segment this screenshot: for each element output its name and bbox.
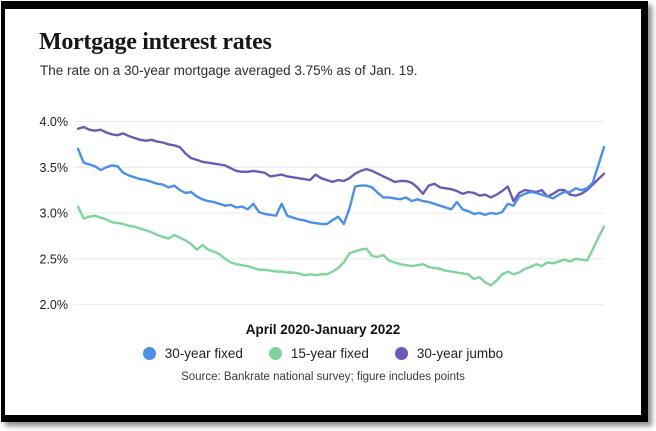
legend-item-15-year-fixed: 15-year fixed — [268, 346, 369, 361]
rates-line-chart: 4.0% 3.5% 3.0% 2.5% 2.0% — [40, 115, 606, 312]
chart-area: 4.0% 3.5% 3.0% 2.5% 2.0% — [30, 111, 616, 315]
line-30-year-jumbo — [76, 125, 606, 203]
legend-label-30-year-fixed: 30-year fixed — [164, 346, 243, 361]
legend-item-30-year-jumbo: 30-year jumbo — [394, 346, 504, 361]
chart-card: Mortgage interest rates The rate on a 30… — [1, 1, 648, 422]
y-tick-label: 3.5% — [40, 161, 69, 175]
legend-dot-30-year-jumbo-icon — [394, 347, 408, 360]
page-title: Mortgage interest rates — [39, 29, 272, 55]
line-30-year-fixed — [76, 145, 606, 226]
y-tick-label: 2.5% — [40, 252, 69, 266]
y-tick-label: 2.0% — [40, 298, 69, 312]
y-tick-label: 3.0% — [40, 207, 69, 221]
y-tick-label: 4.0% — [40, 115, 69, 129]
legend-label-30-year-jumbo: 30-year jumbo — [416, 346, 504, 361]
line-15-year-fixed — [76, 205, 606, 287]
legend-label-15-year-fixed: 15-year fixed — [290, 346, 369, 361]
source-note: Source: Bankrate national survey; figure… — [181, 371, 465, 383]
x-axis-label: April 2020-January 2022 — [245, 322, 401, 337]
chart-legend: 30-year fixed 15-year fixed 30-year jumb… — [30, 346, 616, 361]
legend-item-30-year-fixed: 30-year fixed — [142, 346, 243, 361]
legend-dot-30-year-fixed-icon — [142, 347, 156, 360]
legend-dot-15-year-fixed-icon — [268, 347, 282, 360]
chart-subtitle: The rate on a 30-year mortgage averaged … — [40, 63, 418, 78]
